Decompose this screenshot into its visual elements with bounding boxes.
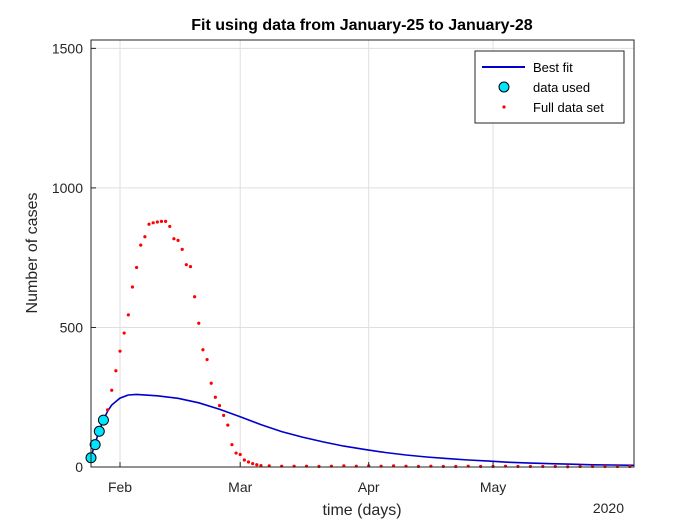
data-point-full-data-set (255, 463, 259, 467)
data-point-full-data-set (164, 219, 168, 224)
data-point-full-data-set (553, 464, 557, 469)
data-point-full-data-set (188, 265, 193, 269)
legend: Best fit data used Full data set (474, 50, 625, 124)
data-point-full-data-set (143, 235, 147, 239)
data-point-full-data-set (114, 369, 118, 373)
data-point-full-data-set (205, 357, 209, 362)
data-point-full-data-set (317, 464, 321, 469)
data-point-full-data-set (238, 452, 242, 457)
data-point-full-data-set (242, 458, 246, 462)
data-point-full-data-set (201, 348, 205, 352)
y-tick-label: 500 (60, 319, 84, 335)
data-point-full-data-set (516, 464, 520, 469)
data-point-full-data-set (234, 451, 238, 455)
y-tick-label: 1000 (52, 180, 83, 196)
data-point-full-data-set (184, 263, 188, 267)
data-point-full-data-set (168, 224, 172, 229)
data-point-full-data-set (541, 464, 545, 469)
data-point-full-data-set (134, 265, 139, 270)
y-tick-label: 1500 (52, 40, 83, 56)
data-point-full-data-set (416, 464, 421, 469)
x-tick-label: May (480, 479, 506, 495)
y-tick-label: 0 (75, 459, 83, 475)
data-point-full-data-set (590, 464, 595, 469)
legend-label-full-data-set: Full data set (533, 100, 604, 115)
legend-swatch-data-used (498, 81, 510, 93)
x-tick-label: Mar (228, 479, 252, 495)
data-point-full-data-set (628, 464, 632, 469)
data-point-full-data-set (147, 222, 151, 226)
series-line-best-fit (90, 393, 635, 467)
chart-title: Fit using data from January-25 to Januar… (191, 17, 533, 34)
data-point-full-data-set (259, 464, 263, 468)
legend-swatch-full-data-set (502, 105, 506, 109)
data-point-full-data-set (176, 238, 180, 242)
ticks: Feb Mar Apr May 0 500 1000 1500 (52, 40, 506, 495)
data-point-full-data-set (222, 413, 226, 417)
data-point-full-data-set (139, 243, 143, 247)
data-point-full-data-set (180, 247, 184, 251)
data-point-full-data-set (193, 295, 197, 299)
data-point-full-data-set (172, 237, 176, 241)
data-point-data-used (97, 414, 109, 426)
data-point-full-data-set (226, 423, 230, 427)
data-point-full-data-set (246, 460, 251, 464)
legend-label-data-used: data used (533, 80, 590, 95)
data-point-full-data-set (159, 219, 164, 224)
data-point-full-data-set (209, 381, 213, 385)
data-point-full-data-set (217, 404, 222, 408)
data-point-full-data-set (130, 285, 135, 289)
data-point-data-used (89, 439, 101, 451)
data-point-full-data-set (105, 408, 110, 412)
data-point-full-data-set (197, 321, 201, 325)
x-tick-label: Feb (108, 479, 132, 495)
data-point-data-used (93, 425, 105, 437)
legend-label-best-fit: Best fit (533, 60, 573, 75)
data-point-full-data-set (528, 464, 532, 469)
data-point-full-data-set (454, 464, 458, 469)
data-point-full-data-set (122, 331, 126, 335)
data-point-full-data-set (213, 395, 217, 399)
x-axis-year-label: 2020 (593, 500, 624, 516)
data-point-full-data-set (479, 464, 483, 469)
data-point-full-data-set (230, 443, 234, 447)
data-point-full-data-set (126, 313, 130, 317)
data-point-full-data-set (251, 462, 255, 466)
data-point-full-data-set (441, 464, 445, 469)
x-tick-label: Apr (358, 479, 380, 495)
data-point-full-data-set (603, 464, 607, 469)
data-point-full-data-set (151, 221, 155, 225)
y-axis-label: Number of cases (24, 193, 41, 314)
data-point-full-data-set (615, 464, 620, 469)
data-point-full-data-set (110, 388, 114, 392)
plot-frame (90, 39, 635, 468)
data-point-full-data-set (155, 220, 159, 224)
x-axis-label: time (days) (322, 502, 401, 519)
data-point-full-data-set (118, 349, 122, 353)
data-point-full-data-set (578, 464, 582, 469)
series-layer (85, 219, 635, 469)
